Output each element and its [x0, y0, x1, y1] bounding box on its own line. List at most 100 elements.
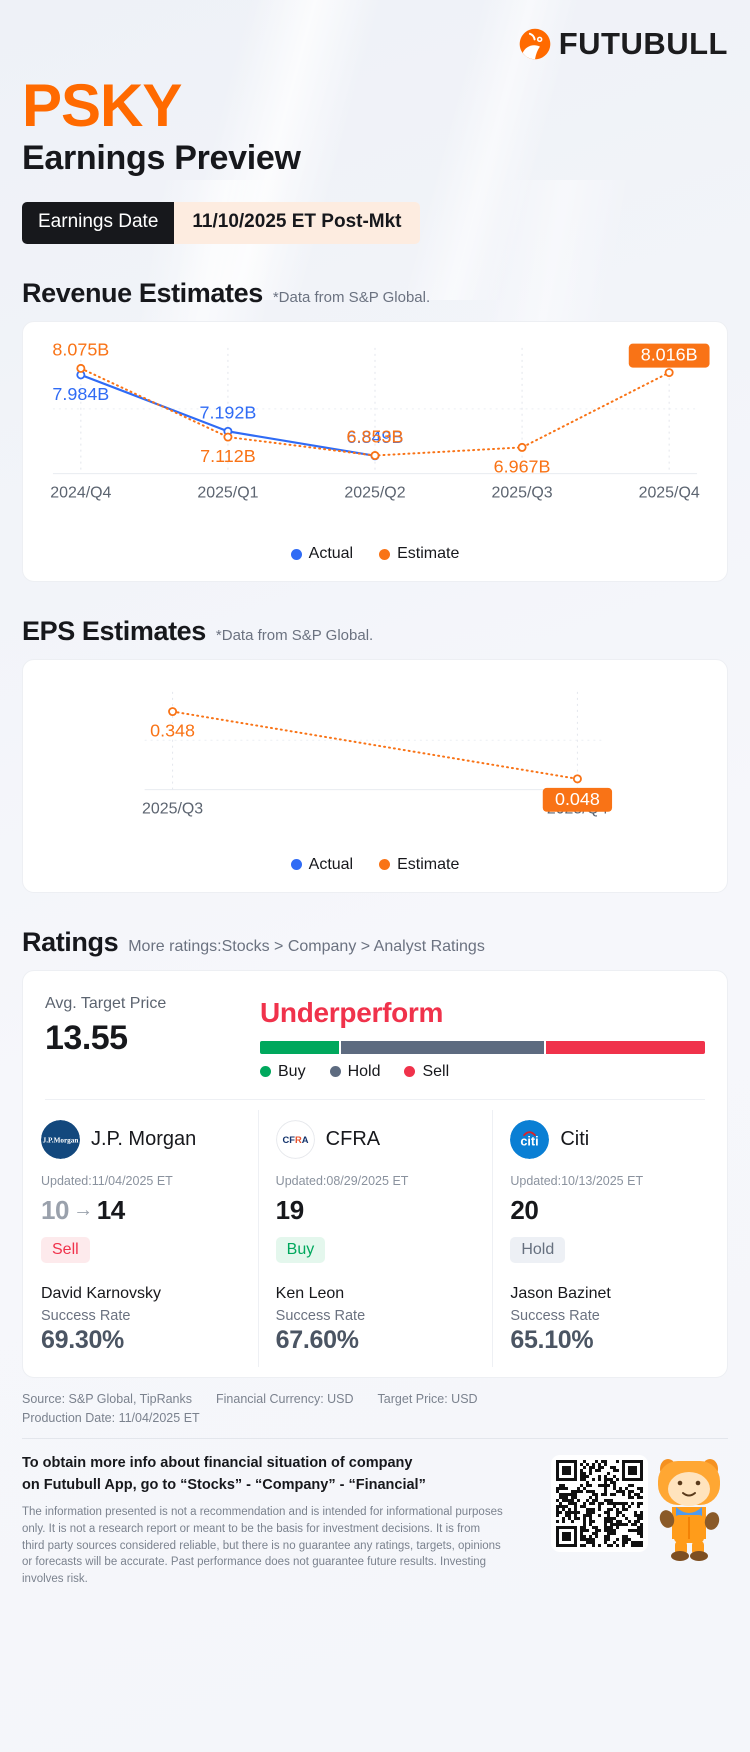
- legend-label-estimate: Estimate: [397, 855, 460, 873]
- analyst-price-new: 19: [275, 1194, 305, 1225]
- target-price-currency-text: Target Price: USD: [377, 1391, 478, 1406]
- footer-disclaimer: The information presented is not a recom…: [22, 1506, 503, 1586]
- analyst-rating-badge: Hold: [510, 1236, 566, 1263]
- bar-legend-hold: Hold: [329, 1062, 381, 1081]
- more-ratings-link[interactable]: More ratings:Stocks > Company > Analyst …: [128, 937, 485, 955]
- legend-item-actual: Actual: [290, 855, 354, 874]
- analyst-firm-name: J.P. Morgan: [91, 1127, 197, 1150]
- analyst-price-new: 14: [96, 1194, 126, 1225]
- success-rate-value: 65.10%: [510, 1325, 594, 1354]
- eps-section-note: *Data from S&P Global.: [215, 627, 374, 645]
- bar-dot-sell: [404, 1066, 416, 1078]
- success-rate-label: Success Rate: [275, 1307, 366, 1324]
- ratings-distribution-bar: [260, 1040, 705, 1054]
- success-rate-value: 69.30%: [41, 1325, 124, 1354]
- analyst-firm-header: citi Citi: [510, 1119, 709, 1159]
- analyst-card[interactable]: CFRA CFRA Updated:08/29/2025 ET 19 Buy Ken Le…: [257, 1100, 493, 1377]
- svg-text:2025/Q4: 2025/Q4: [639, 484, 700, 501]
- ratings-summary: Avg. Target Price 13.55 Underperform Buy: [23, 971, 727, 1099]
- source-text: Source: S&P Global, TipRanks: [22, 1391, 192, 1406]
- svg-text:0.348: 0.348: [150, 721, 195, 741]
- analyst-name: Ken Leon: [275, 1284, 345, 1302]
- analyst-target-price: 20: [510, 1195, 709, 1226]
- revenue-chart: 2024/Q4 2025/Q1 2025/Q2 2025/Q3 2025/Q4 7.98…: [50, 339, 710, 501]
- svg-text:2024/Q4: 2024/Q4: [50, 484, 111, 501]
- ratings-section-title: Ratings: [22, 926, 119, 957]
- ratings-section-header: Ratings More ratings:Stocks > Company > …: [22, 927, 728, 958]
- futu-bull-mascot-icon: [650, 1455, 728, 1561]
- legend-dot-actual: [290, 859, 302, 871]
- success-rate-label: Success Rate: [510, 1307, 600, 1324]
- analyst-firm-name: Citi: [560, 1127, 590, 1150]
- analyst-target-price: 19: [276, 1195, 475, 1226]
- svg-text:J.P.Morgan: J.P.Morgan: [43, 1136, 79, 1144]
- bar-legend-sell: Sell: [404, 1063, 449, 1081]
- svg-text:6.967B: 6.967B: [494, 456, 551, 476]
- revenue-section-header: Revenue Estimates *Data from S&P Global.: [22, 278, 728, 309]
- ratings-card: Avg. Target Price 13.55 Underperform Buy: [22, 969, 728, 1378]
- consensus-verdict: Underperform: [260, 996, 444, 1028]
- bar-legend-label-hold: Hold: [347, 1062, 381, 1080]
- legend-label-actual: Actual: [308, 855, 354, 873]
- analyst-price-new: 20: [510, 1194, 539, 1225]
- analyst-firm-header: CFRA CFRA: [275, 1119, 475, 1159]
- analyst-updated-date: Updated:08/29/2025 ET: [275, 1173, 409, 1188]
- svg-text:8.016B: 8.016B: [641, 345, 698, 365]
- qr-code-icon[interactable]: [551, 1454, 648, 1552]
- avg-target-price-value: 13.55: [45, 1018, 128, 1057]
- bar-legend-label-buy: Buy: [278, 1062, 306, 1080]
- financial-currency-text: Financial Currency: USD: [216, 1391, 354, 1406]
- eps-section-title: EPS Estimates: [22, 616, 206, 647]
- svg-text:2025/Q2: 2025/Q2: [344, 484, 405, 501]
- analyst-card[interactable]: citi Citi Updated:10/13/2025 ET 20 Hold Jason…: [492, 1100, 727, 1377]
- revenue-section-note: *Data from S&P Global.: [272, 289, 431, 306]
- success-rate-value: 67.60%: [275, 1325, 359, 1354]
- legend-item-estimate: Estimate: [379, 545, 459, 563]
- avg-target-price-label: Avg. Target Price: [45, 994, 167, 1012]
- analyst-updated-date: Updated:11/04/2025 ET: [41, 1173, 173, 1188]
- svg-text:2025/Q3: 2025/Q3: [491, 484, 552, 501]
- analyst-updated-date: Updated:10/13/2025 ET: [510, 1173, 644, 1188]
- legend-label-actual: Actual: [308, 545, 354, 563]
- legend-dot-actual: [290, 548, 302, 560]
- avg-target-price-block: Avg. Target Price 13.55: [45, 995, 260, 1081]
- brand-name: FUTUBULL: [558, 26, 728, 61]
- legend-item-actual: Actual: [290, 545, 354, 563]
- svg-text:2025/Q1: 2025/Q1: [197, 484, 258, 501]
- svg-text:citi: citi: [521, 1134, 539, 1148]
- analyst-rating-badge: Sell: [41, 1236, 90, 1263]
- analyst-firm-name: CFRA: [325, 1127, 381, 1150]
- qr-and-mascot: [513, 1453, 728, 1561]
- svg-text:0.048: 0.048: [555, 789, 600, 809]
- citi-logo-icon: citi: [510, 1119, 550, 1159]
- ratings-bar-legend: Buy Hold Sell: [260, 1063, 705, 1081]
- legend-item-estimate: Estimate: [379, 856, 459, 874]
- svg-text:6.849B: 6.849B: [347, 427, 404, 447]
- bar-legend-buy: Buy: [260, 1063, 306, 1081]
- analyst-name: David Karnovsky: [41, 1284, 162, 1302]
- futu-bull-logo-icon: [518, 27, 552, 61]
- svg-text:7.112B: 7.112B: [200, 446, 256, 466]
- bar-segment-buy: [260, 1040, 340, 1054]
- footer-divider: [22, 1437, 728, 1439]
- arrow-right-icon: →: [73, 1198, 93, 1221]
- cfra-logo-icon: CFRA: [275, 1119, 315, 1159]
- revenue-section-title: Revenue Estimates: [22, 278, 263, 308]
- eps-chart-legend: Actual Estimate: [23, 850, 727, 892]
- brand-bar: FUTUBULL: [22, 0, 728, 61]
- revenue-chart-card: 2024/Q4 2025/Q1 2025/Q2 2025/Q3 2025/Q4 7.98…: [22, 321, 728, 583]
- earnings-date-value: 11/10/2025 ET Post-Mkt: [174, 202, 420, 244]
- bar-dot-buy: [260, 1066, 271, 1078]
- earnings-date-pill: Earnings Date 11/10/2025 ET Post-Mkt: [22, 202, 420, 244]
- legend-label-estimate: Estimate: [397, 545, 460, 563]
- analyst-price-old: 10: [41, 1194, 70, 1225]
- bar-segment-hold: [341, 1040, 545, 1054]
- analyst-card[interactable]: J.P.Morgan J.P. Morgan Updated:11/04/2025 …: [23, 1100, 258, 1377]
- source-line: Source: S&P Global, TipRanks Financial C…: [22, 1392, 728, 1406]
- consensus-block: Underperform Buy Hold: [260, 995, 705, 1081]
- analyst-firm-header: J.P.Morgan J.P. Morgan: [41, 1119, 240, 1159]
- page-title: Earnings Preview: [22, 139, 301, 177]
- bar-dot-hold: [329, 1066, 341, 1078]
